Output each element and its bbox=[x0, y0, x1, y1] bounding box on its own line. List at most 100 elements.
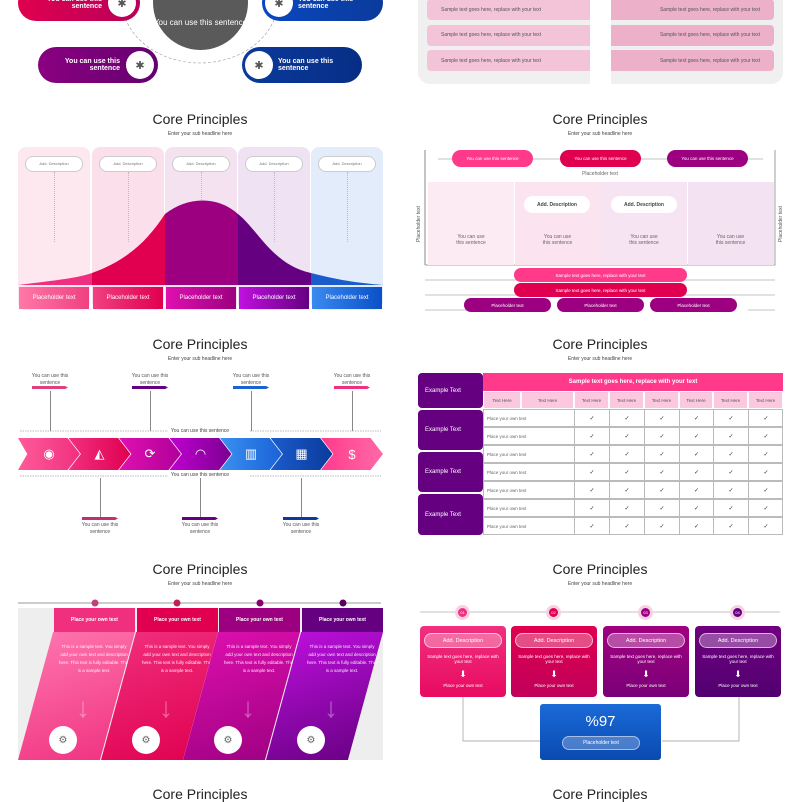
arrow-down-icon: ⬇ bbox=[734, 668, 742, 679]
check-icon: ✓ bbox=[644, 445, 679, 463]
step-text: This is a sample text. You simply add yo… bbox=[141, 644, 213, 673]
top-pill[interactable]: You can use this sentence bbox=[667, 150, 748, 167]
description-pill[interactable]: Add. Description bbox=[515, 633, 593, 648]
step-text: This is a sample text. You simply add yo… bbox=[58, 644, 130, 673]
slide-title: Core Principles bbox=[552, 336, 648, 352]
growth-chart-icon: ▥ bbox=[244, 446, 258, 461]
description-pill[interactable]: Add. Description bbox=[699, 633, 777, 648]
line-label: You can use this sentence bbox=[170, 428, 230, 434]
row-label: Place your own text bbox=[487, 505, 527, 511]
description-pill: Add. Description bbox=[99, 156, 157, 172]
card-footer: Place your own text bbox=[626, 683, 666, 688]
hub-icon: ✱ bbox=[245, 51, 273, 79]
bottom-pill[interactable]: Placeholder text bbox=[464, 298, 551, 312]
footer-button[interactable]: Placeholder text bbox=[312, 287, 382, 309]
check-icon: ✓ bbox=[574, 517, 609, 535]
step-text: This is a sample text. You simply add yo… bbox=[306, 644, 378, 673]
bottom-pill[interactable]: Placeholder text bbox=[650, 298, 737, 312]
cell-text: You can use this sentence bbox=[542, 234, 573, 246]
description-pill: Add. Description bbox=[318, 156, 376, 172]
sample-bar[interactable]: Sample text goes here, replace with your… bbox=[514, 268, 687, 282]
footer-button[interactable]: Placeholder text bbox=[93, 287, 163, 309]
step-header[interactable]: Place your own text bbox=[302, 608, 383, 632]
group-label: Example Text bbox=[418, 410, 483, 450]
cycle-icon: ⟳ bbox=[144, 446, 156, 461]
top-pill[interactable]: You can use this sentence bbox=[452, 150, 533, 167]
step-number: 02 bbox=[546, 605, 561, 620]
result-label[interactable]: Placeholder text bbox=[562, 736, 640, 750]
check-icon: ✓ bbox=[609, 409, 644, 427]
description-pill[interactable]: Add. Description bbox=[424, 633, 502, 648]
check-icon: ✓ bbox=[679, 481, 713, 499]
connectors bbox=[460, 697, 742, 747]
callout-label: You can use this sentence bbox=[232, 373, 270, 386]
card-footer: Place your own text bbox=[718, 683, 758, 688]
check-icon: ✓ bbox=[679, 463, 713, 481]
check-icon: ✓ bbox=[609, 499, 644, 517]
step-header[interactable]: Place your own text bbox=[54, 608, 135, 632]
check-icon: ✓ bbox=[644, 463, 679, 481]
process-line bbox=[418, 606, 783, 620]
top-pill[interactable]: You can use this sentence bbox=[560, 150, 641, 167]
description-pill: Add. Description bbox=[172, 156, 230, 172]
table-row bbox=[483, 499, 783, 517]
check-icon: ✓ bbox=[679, 517, 713, 535]
arrow-down-icon: ⬇ bbox=[642, 668, 650, 679]
money-icon: $ bbox=[348, 446, 356, 462]
footer-button[interactable]: Placeholder text bbox=[239, 287, 309, 309]
presentation-icon: ⚙ bbox=[49, 726, 77, 754]
ruler-tools-icon: ◭ bbox=[94, 446, 105, 461]
check-icon: ✓ bbox=[644, 517, 679, 535]
slide-subtitle: Enter your sub headline here bbox=[567, 356, 633, 362]
slide-title: Core Principles bbox=[552, 561, 648, 577]
check-icon: ✓ bbox=[713, 499, 748, 517]
label-column-divider bbox=[574, 409, 575, 535]
footer-button[interactable]: Placeholder text bbox=[19, 287, 89, 309]
matrix-cell bbox=[687, 182, 774, 265]
sample-bar[interactable]: Sample text goes here, replace with your… bbox=[514, 283, 687, 297]
check-icon: ✓ bbox=[748, 427, 783, 445]
connector-line bbox=[274, 172, 275, 242]
analytics-icon: ▦ bbox=[295, 446, 308, 461]
description-pill: Add. Description bbox=[245, 156, 303, 172]
table-row bbox=[483, 445, 783, 463]
description-pill[interactable]: Add. Description bbox=[607, 633, 685, 648]
eye-chevron[interactable] bbox=[18, 438, 80, 470]
card-footer: Place your own text bbox=[534, 683, 574, 688]
bell-curve bbox=[18, 200, 383, 285]
check-icon: ✓ bbox=[574, 409, 609, 427]
check-icon: ✓ bbox=[679, 499, 713, 517]
step-header[interactable]: Place your own text bbox=[219, 608, 300, 632]
column-header: Text Here bbox=[574, 391, 609, 409]
callout-bar bbox=[182, 517, 218, 520]
callout-label: You can use this sentence bbox=[333, 373, 371, 386]
step-header[interactable]: Place your own text bbox=[137, 608, 218, 632]
check-icon: ✓ bbox=[574, 463, 609, 481]
footer-button[interactable]: Placeholder text bbox=[166, 287, 236, 309]
callout-label: You can use this sentence bbox=[31, 373, 69, 386]
check-icon: ✓ bbox=[574, 499, 609, 517]
callout-line bbox=[150, 391, 151, 431]
step-arrow: ↓ bbox=[241, 692, 255, 723]
row-label: Place your own text bbox=[487, 469, 527, 475]
description-pill[interactable]: Add. Description bbox=[611, 196, 677, 213]
gauge-icon: ◠ bbox=[194, 446, 207, 461]
slide-subtitle: Enter your sub headline here bbox=[567, 131, 633, 137]
step-number: 04 bbox=[730, 605, 745, 620]
process-card bbox=[420, 626, 506, 697]
card-footer: Place your own text bbox=[443, 683, 483, 688]
card-text: Sample text goes here, replace with your… bbox=[518, 654, 590, 664]
slide-subtitle: Enter your sub headline here bbox=[167, 356, 233, 362]
axis-label-right: Placeholder text bbox=[778, 206, 784, 242]
bottom-pill[interactable]: Placeholder text bbox=[557, 298, 644, 312]
check-icon: ✓ bbox=[679, 445, 713, 463]
top-label: Placeholder text bbox=[582, 171, 618, 177]
table-row bbox=[483, 427, 783, 445]
connector-line bbox=[128, 172, 129, 242]
description-pill: Add. Description bbox=[25, 156, 83, 172]
check-icon: ✓ bbox=[574, 445, 609, 463]
description-pill[interactable]: Add. Description bbox=[524, 196, 590, 213]
result-value: %97 bbox=[585, 712, 616, 730]
callout-label: You can use this sentence bbox=[282, 522, 320, 535]
cell-text: You can use this sentence bbox=[715, 234, 746, 246]
